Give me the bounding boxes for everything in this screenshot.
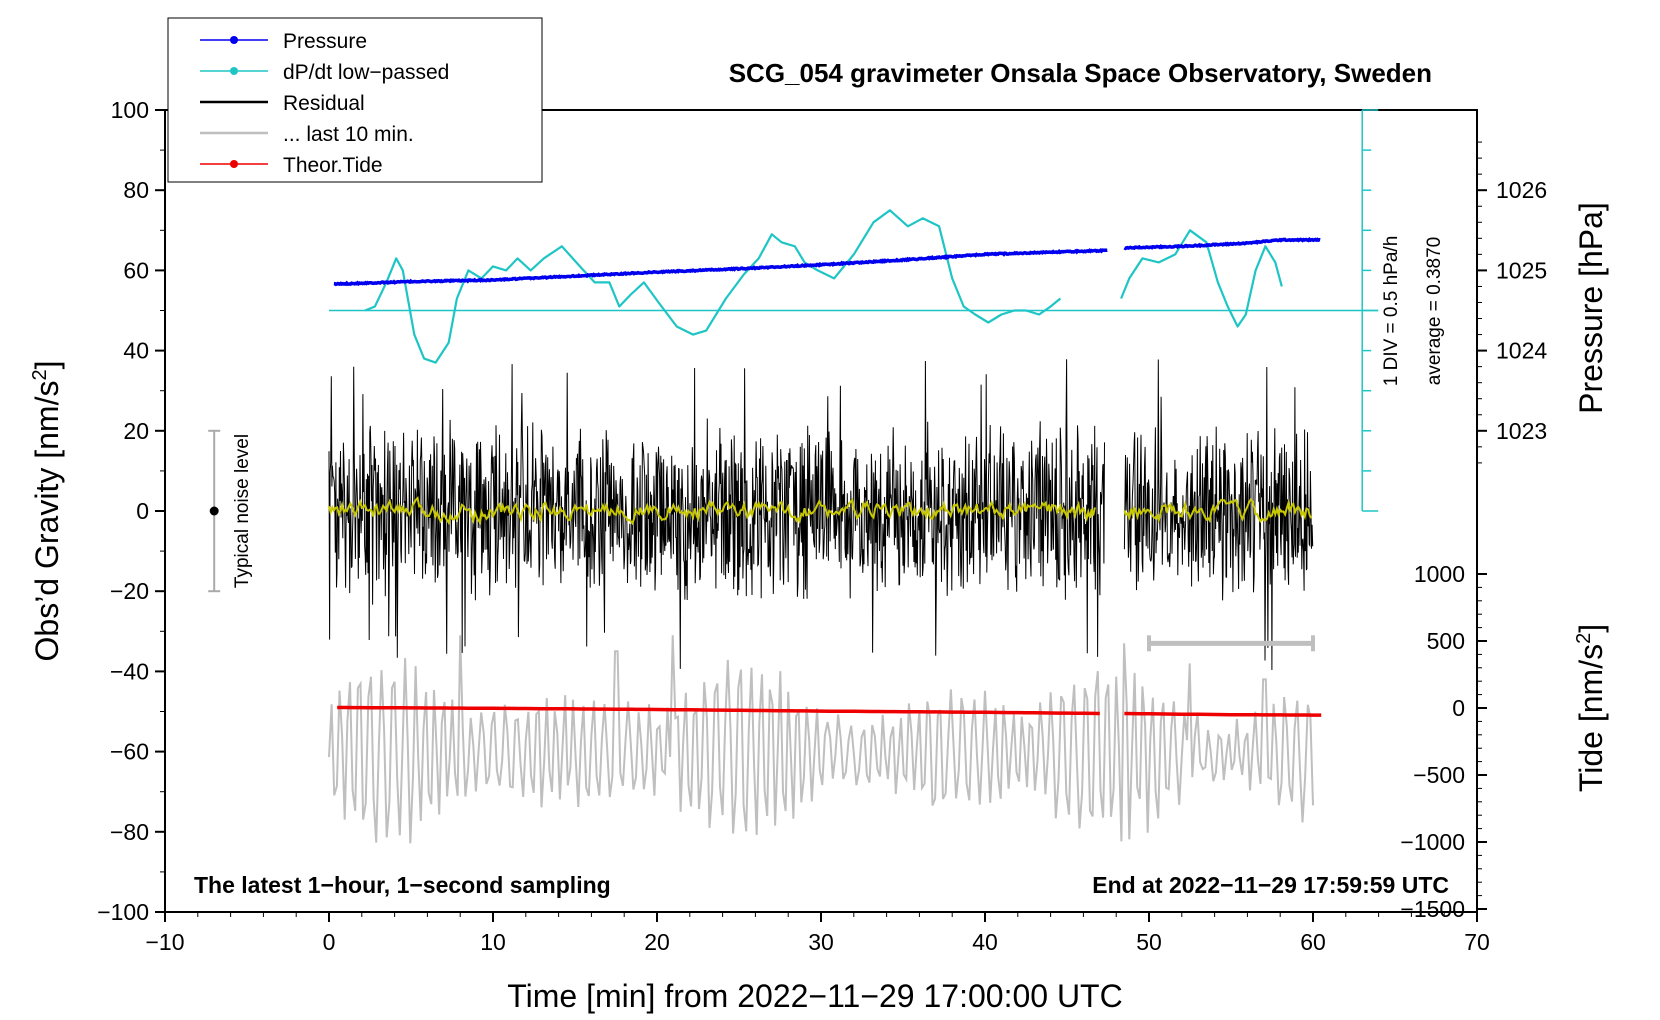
- last10-bracket: [1147, 635, 1315, 652]
- dpdt-line: [1120, 229, 1283, 328]
- pressure-tick-label: 1024: [1496, 338, 1547, 364]
- y-label-left-end: ]: [29, 361, 65, 370]
- legend-box: [167, 17, 543, 183]
- tide-tick-label: −500: [1413, 762, 1465, 788]
- legend-marker: [230, 36, 238, 44]
- smoothed-line-part2: [1123, 498, 1313, 524]
- y-axis-ticks: −100 −80 −60 −40 −20 0 20 40 60 80 100: [97, 97, 165, 925]
- x-axis-label: Time [min] from 2022−11−29 17:00:00 UTC: [507, 978, 1122, 1014]
- legend-label: Pressure: [283, 30, 367, 53]
- x-axis-ticks: −10 0 10 20 30 40 50 60 70: [145, 912, 1490, 955]
- tide-tick-label: 500: [1427, 628, 1465, 654]
- pressure-axis-ticks: 1023 1024 1025 1026: [1477, 141, 1547, 464]
- residual-line-part2: [1123, 359, 1314, 671]
- tide-tick-label: 1000: [1414, 561, 1465, 587]
- x-tick-label: 70: [1464, 929, 1490, 955]
- tide-axis-label: Tide [nm/s2]: [1573, 624, 1609, 792]
- x-tick-label: 60: [1300, 929, 1326, 955]
- legend-label: ... last 10 min.: [283, 123, 414, 146]
- dpdt-average-label: average = 0.3870: [1424, 237, 1445, 385]
- dpdt-scale-label: 1 DIV = 0.5 hPa/h: [1381, 236, 1402, 387]
- y-tick-label: −80: [110, 819, 149, 845]
- smoothed-line-part1: [328, 496, 1096, 526]
- residual-line-part1: [328, 359, 1105, 669]
- pressure-line: [1123, 237, 1321, 251]
- pressure-axis-label: Pressure [hPa]: [1573, 202, 1609, 414]
- legend-label: Residual: [283, 92, 365, 115]
- y-tick-label: 40: [123, 338, 149, 364]
- residual-smoothed-series: [328, 496, 1313, 526]
- x-tick-label: 30: [808, 929, 834, 955]
- y-tick-label: −100: [97, 899, 149, 925]
- y-tick-label: −20: [110, 578, 149, 604]
- tide-line: [337, 705, 1100, 716]
- x-tick-label: 50: [1136, 929, 1162, 955]
- annotation-bottom-left: The latest 1−hour, 1−second sampling: [194, 872, 611, 898]
- noise-level-label: Typical noise level: [232, 434, 253, 588]
- tide-label-main: Tide [nm/s: [1573, 644, 1609, 792]
- x-tick-label: 0: [323, 929, 336, 955]
- last10-line: [328, 635, 1314, 844]
- legend-label: dP/dt low−passed: [283, 61, 449, 84]
- tide-line: [1124, 711, 1322, 717]
- y-tick-label: −40: [110, 658, 149, 684]
- y-label-left-sup: 2: [29, 369, 51, 380]
- dpdt-scale-axis: [329, 109, 1379, 512]
- tide-series: [337, 705, 1322, 717]
- x-tick-label: 40: [972, 929, 998, 955]
- legend-marker: [230, 160, 238, 168]
- annotation-bottom-right: End at 2022−11−29 17:59:59 UTC: [1092, 872, 1449, 898]
- residual-series: [328, 359, 1314, 671]
- y-tick-label: 80: [123, 177, 149, 203]
- pressure-series: [333, 237, 1321, 287]
- legend: Pressure dP/dt low−passed Residual ... last…: [167, 17, 543, 183]
- y-axis-label-left: Obs’d Gravity [nm/s2]: [29, 361, 65, 662]
- y-label-left-main: Obs’d Gravity [nm/s: [29, 381, 65, 662]
- y-tick-label: 60: [123, 257, 149, 283]
- x-tick-label: 20: [644, 929, 670, 955]
- y-tick-label: 0: [136, 498, 149, 524]
- x-tick-label: −10: [145, 929, 184, 955]
- dpdt-line: [364, 209, 1062, 364]
- noise-level-bar: [208, 429, 221, 593]
- legend-label: Theor.Tide: [283, 154, 383, 177]
- noise-bar-center: [209, 506, 219, 516]
- pressure-tick-label: 1025: [1496, 257, 1547, 283]
- tide-axis-ticks: −1500 −1000 −500 0 500 1000: [1400, 561, 1487, 922]
- pressure-tick-label: 1023: [1496, 418, 1547, 444]
- tide-label-sup: 2: [1573, 633, 1595, 644]
- tide-tick-label: −1000: [1400, 829, 1465, 855]
- pressure-line: [333, 248, 1108, 287]
- pressure-tick-label: 1026: [1496, 177, 1547, 203]
- x-tick-label: 10: [480, 929, 506, 955]
- tide-tick-label: −1500: [1400, 896, 1465, 922]
- y-tick-label: 20: [123, 418, 149, 444]
- tide-label-end: ]: [1573, 624, 1609, 633]
- y-tick-label: −60: [110, 739, 149, 765]
- dpdt-series: [364, 209, 1283, 364]
- y-tick-label: 100: [111, 97, 149, 123]
- legend-marker: [230, 67, 238, 75]
- chart-title: SCG_054 gravimeter Onsala Space Observat…: [729, 58, 1432, 88]
- tide-tick-label: 0: [1452, 695, 1465, 721]
- last10-series: [328, 635, 1314, 844]
